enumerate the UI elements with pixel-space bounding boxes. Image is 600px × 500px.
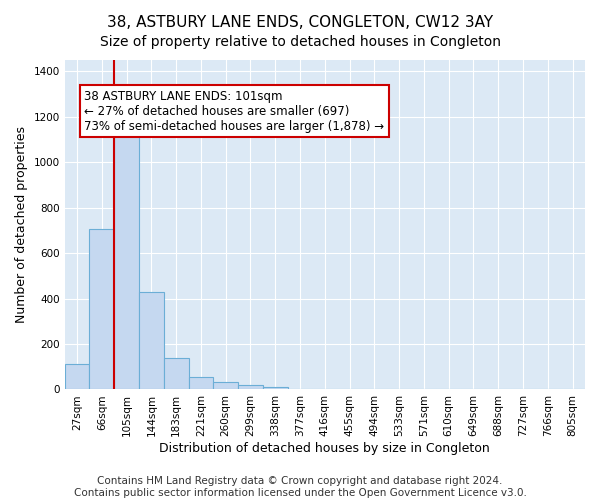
Bar <box>89 230 114 390</box>
Bar <box>188 377 214 390</box>
X-axis label: Distribution of detached houses by size in Congleton: Distribution of detached houses by size … <box>160 442 490 455</box>
Bar <box>263 386 287 390</box>
Text: 38, ASTBURY LANE ENDS, CONGLETON, CW12 3AY: 38, ASTBURY LANE ENDS, CONGLETON, CW12 3… <box>107 15 493 30</box>
Bar <box>164 358 188 390</box>
Bar <box>65 364 89 390</box>
Text: Contains HM Land Registry data © Crown copyright and database right 2024.
Contai: Contains HM Land Registry data © Crown c… <box>74 476 526 498</box>
Bar <box>139 292 164 390</box>
Text: 38 ASTBURY LANE ENDS: 101sqm
← 27% of detached houses are smaller (697)
73% of s: 38 ASTBURY LANE ENDS: 101sqm ← 27% of de… <box>85 90 385 132</box>
Text: Size of property relative to detached houses in Congleton: Size of property relative to detached ho… <box>100 35 500 49</box>
Bar <box>114 135 139 390</box>
Bar <box>238 386 263 390</box>
Bar <box>214 382 238 390</box>
Y-axis label: Number of detached properties: Number of detached properties <box>15 126 28 323</box>
